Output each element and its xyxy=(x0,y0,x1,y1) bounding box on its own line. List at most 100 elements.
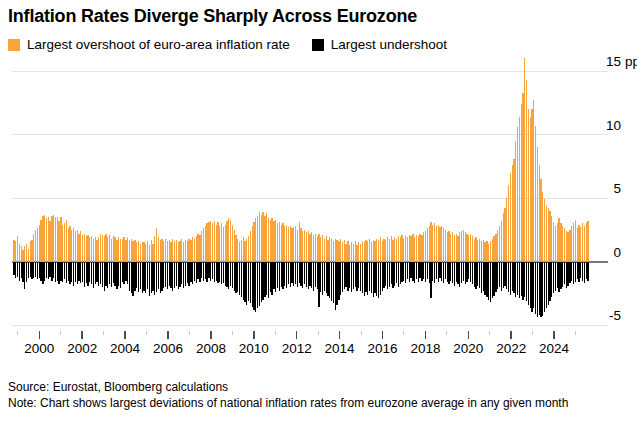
bar-undershoot xyxy=(317,262,318,290)
bar-undershoot xyxy=(299,262,300,284)
bar-overshoot xyxy=(142,242,143,261)
bar-overshoot xyxy=(300,228,301,261)
bar-undershoot xyxy=(120,262,121,289)
x-axis-label: 2000 xyxy=(24,341,54,356)
bar-undershoot xyxy=(95,262,96,285)
bar-overshoot xyxy=(244,241,245,261)
bar-overshoot xyxy=(356,245,357,262)
bar-undershoot xyxy=(255,262,256,313)
bar-overshoot xyxy=(308,231,309,261)
bar-overshoot xyxy=(549,211,550,262)
bar-overshoot xyxy=(96,240,97,262)
bar-undershoot xyxy=(586,262,587,280)
bar-undershoot xyxy=(465,262,466,285)
bar-overshoot xyxy=(201,231,202,261)
bar-overshoot xyxy=(196,236,197,261)
bar-undershoot xyxy=(347,262,348,291)
bar-undershoot xyxy=(127,262,128,285)
bar-undershoot xyxy=(192,262,193,285)
bar-overshoot xyxy=(68,228,69,261)
bar-undershoot xyxy=(423,262,424,280)
bar-undershoot xyxy=(132,262,133,296)
bar-overshoot xyxy=(409,235,410,262)
bar-overshoot xyxy=(551,216,552,262)
bar-overshoot xyxy=(466,234,467,262)
bar-overshoot xyxy=(474,239,475,262)
bar-undershoot xyxy=(548,262,549,305)
bar-overshoot xyxy=(42,216,43,262)
bar-overshoot xyxy=(226,221,227,262)
bar-undershoot xyxy=(84,262,85,287)
bar-overshoot xyxy=(421,235,422,262)
bar-undershoot xyxy=(466,262,467,282)
bar-undershoot xyxy=(282,262,283,290)
bar-undershoot xyxy=(439,262,440,279)
bar-undershoot xyxy=(486,262,487,298)
bar-overshoot xyxy=(15,241,16,261)
bar-undershoot xyxy=(49,262,50,277)
y-axis-label: 5 xyxy=(613,181,621,196)
bar-overshoot xyxy=(448,231,449,261)
bar-overshoot xyxy=(192,237,193,261)
bar-undershoot xyxy=(302,262,303,289)
bar-overshoot xyxy=(187,241,188,261)
bar-overshoot xyxy=(586,223,587,261)
bar-undershoot xyxy=(66,262,67,284)
bar-undershoot xyxy=(349,262,350,289)
bar-undershoot xyxy=(477,262,478,286)
bar-overshoot xyxy=(389,239,390,262)
bar-overshoot xyxy=(373,240,374,262)
bar-overshoot xyxy=(210,221,211,262)
bar-undershoot xyxy=(187,262,188,284)
bar-undershoot xyxy=(562,262,563,287)
bar-undershoot xyxy=(515,262,516,298)
bar-undershoot xyxy=(553,262,554,294)
bar-overshoot xyxy=(445,230,446,262)
bar-overshoot xyxy=(387,237,388,261)
bar-undershoot xyxy=(580,262,581,279)
bar-overshoot xyxy=(577,228,578,261)
note-line: Note: Chart shows largest deviations of … xyxy=(8,396,568,410)
bar-overshoot xyxy=(55,217,56,261)
bar-undershoot xyxy=(35,262,36,277)
bar-overshoot xyxy=(262,212,263,262)
bar-overshoot xyxy=(102,235,103,262)
bar-overshoot xyxy=(30,241,31,261)
x-axis-label: 2018 xyxy=(410,341,440,356)
bar-undershoot xyxy=(123,262,124,285)
bar-undershoot xyxy=(277,262,278,289)
bar-undershoot xyxy=(136,262,137,289)
bar-undershoot xyxy=(544,262,545,313)
bar-undershoot xyxy=(145,262,146,294)
bar-undershoot xyxy=(425,262,426,282)
bar-overshoot xyxy=(230,220,231,262)
bar-undershoot xyxy=(15,262,16,279)
bar-overshoot xyxy=(371,242,372,261)
bar-overshoot xyxy=(279,222,280,261)
source-line: Source: Eurostat, Bloomberg calculations xyxy=(8,380,228,394)
bar-undershoot xyxy=(264,262,265,298)
bar-undershoot xyxy=(48,262,49,280)
bar-overshoot xyxy=(425,231,426,261)
bar-overshoot xyxy=(268,217,269,261)
bar-overshoot xyxy=(87,235,88,262)
bar-undershoot xyxy=(167,262,168,290)
bar-overshoot xyxy=(490,241,491,261)
bar-overshoot xyxy=(241,240,242,262)
bar-undershoot xyxy=(470,262,471,282)
bar-overshoot xyxy=(349,245,350,262)
bar-undershoot xyxy=(360,262,361,291)
bar-undershoot xyxy=(403,262,404,281)
bar-overshoot xyxy=(22,250,23,261)
bar-undershoot xyxy=(142,262,143,294)
bar-undershoot xyxy=(499,262,500,287)
bar-undershoot xyxy=(483,262,484,291)
bar-overshoot xyxy=(580,227,581,261)
bar-overshoot xyxy=(329,237,330,261)
bar-overshoot xyxy=(91,236,92,261)
bar-undershoot xyxy=(203,262,204,281)
bar-overshoot xyxy=(188,239,189,262)
bar-undershoot xyxy=(503,262,504,289)
bar-overshoot xyxy=(46,218,47,261)
bar-undershoot xyxy=(71,262,72,282)
